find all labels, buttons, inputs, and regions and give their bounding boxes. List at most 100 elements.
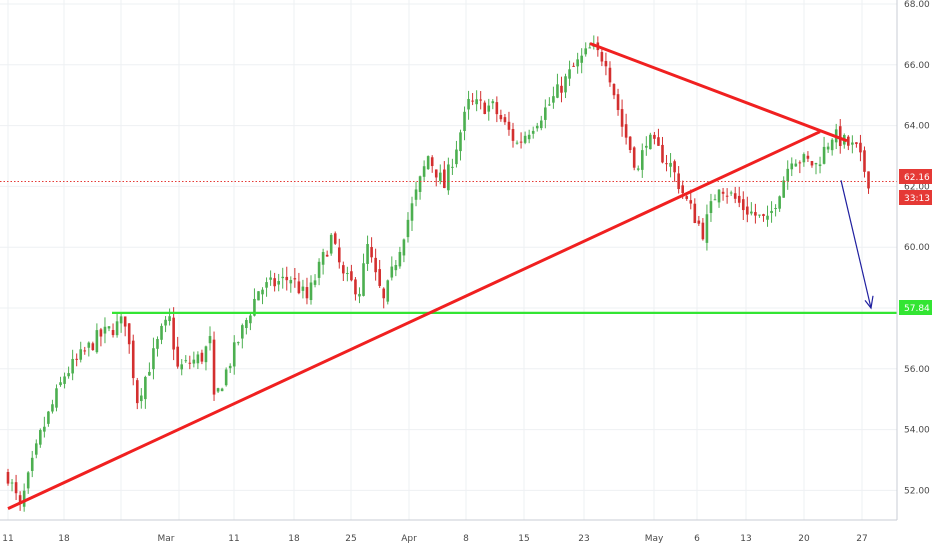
candle-body [677,173,680,190]
candle-body [859,142,862,153]
candle-body [249,315,252,324]
candle-body [135,380,139,404]
candle-body [172,317,175,350]
candle-body [568,69,571,79]
drawing-overlays[interactable] [0,42,897,511]
candle-body [867,171,870,189]
candle-body [830,139,834,151]
time-axis[interactable]: 11 18 Mar 11 18 25 Apr 8 15 23 May 6 13 20 27 [0,519,897,544]
candle-body [188,362,192,364]
candle-body [737,195,741,203]
candle-body [580,55,583,63]
candle-body [269,277,272,280]
candle-body [653,134,656,139]
candle-body [649,134,652,150]
arrow-head [864,295,874,310]
candle-body [148,371,151,376]
candle-body [814,163,818,165]
candle-body [826,146,830,150]
candle-body [689,200,693,204]
candle-body [604,60,608,67]
candle-body [572,65,575,67]
candle-body [297,281,301,294]
y-tick-label: 66.00 [904,61,930,71]
candle-body [346,273,349,275]
current-price-label: 62.16 [904,173,930,183]
y-tick-label: 54.00 [904,426,930,436]
candle-body [657,137,660,146]
candle-body [164,319,167,326]
candle-body [491,101,495,104]
candle-body [63,376,66,384]
candle-body [632,147,636,168]
candle-body [107,326,111,329]
candle-body [717,189,721,203]
candle-body [180,364,184,370]
candle-body [224,369,228,386]
x-tick-label: 23 [578,534,589,544]
candle-body [576,59,579,67]
candle-body [216,388,220,392]
x-tick-label: 15 [518,534,529,544]
candle-body [758,214,761,216]
candle-body [612,83,616,96]
candle-body [265,282,268,288]
candle-body [75,358,78,360]
candle-body [422,166,426,177]
candle-body [766,215,769,220]
candle-body [544,107,547,120]
candle-body [95,330,99,353]
candle-body [624,124,628,138]
candle-body [479,99,482,101]
candle-body [309,282,313,301]
candle-body [564,76,567,93]
candle-body [851,142,854,145]
candle-body [645,145,648,148]
vertical-gridlines [7,0,863,520]
candle-body [370,247,373,258]
projection-arrow [840,180,872,309]
candle-body [818,164,822,167]
candle-body [535,125,539,129]
candle-body [503,117,507,123]
candle-body [152,348,155,370]
candle-body [616,94,620,111]
x-tick-label: 18 [58,534,70,544]
candle-body [620,109,624,127]
price-axis[interactable]: 52.0054.0056.0058.0060.0062.0064.0066.00… [896,0,932,550]
candle-body [354,279,357,295]
candle-body [119,316,123,324]
candle-body [14,482,18,494]
candle-body [366,244,369,264]
x-tick-label: Apr [401,534,417,544]
candle-body [608,67,612,83]
candle-body [47,411,50,424]
candle-body [733,193,737,199]
countdown-label: 33:13 [904,194,930,204]
x-tick-label: 25 [345,534,356,544]
candle-body [51,404,54,412]
candle-body [523,135,527,143]
candle-body [281,276,285,279]
candle-body [499,114,503,120]
candle-body [168,316,171,322]
y-tick-label: 68.00 [904,0,930,10]
candle-body [556,84,559,98]
candle-body [487,105,491,112]
candle-body [87,342,91,348]
candle-body [418,176,422,192]
candle-body [810,161,814,166]
target-level-tag: 57.84 [899,300,932,315]
candle-body [519,141,523,143]
candle-body [30,457,34,471]
candle-body [822,146,826,164]
candle-body [786,168,790,182]
candle-body [277,281,280,285]
candle-body [378,269,381,286]
candle-body [600,52,604,62]
candle-body [192,359,196,364]
candle-body [515,142,519,144]
candle-body [863,150,866,172]
candle-body [705,214,709,243]
